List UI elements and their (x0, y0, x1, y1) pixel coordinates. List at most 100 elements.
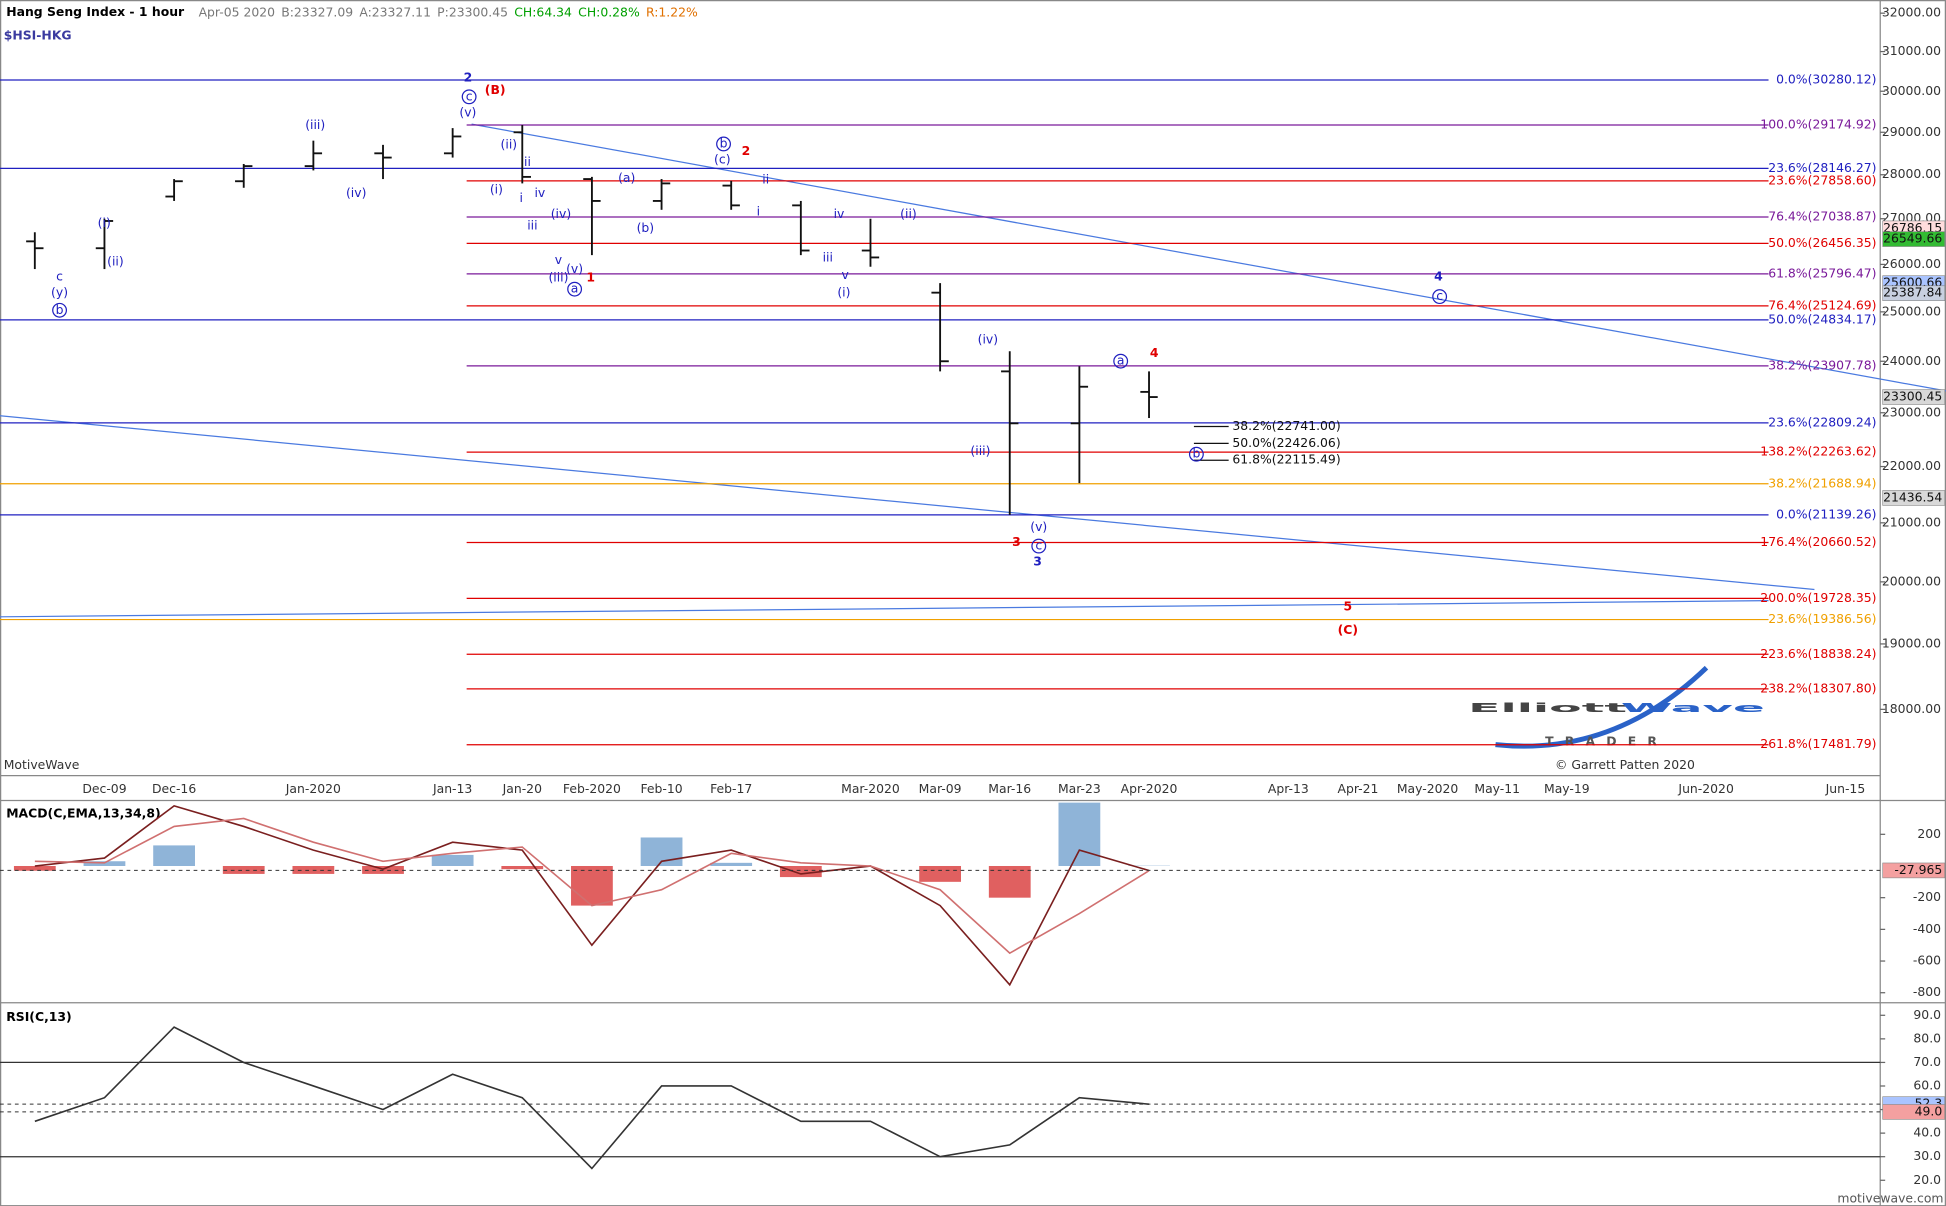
fib-label: 200.0%(19728.35) (1760, 590, 1876, 605)
x-tick-label: Mar-2020 (841, 781, 900, 796)
wave-label: c (56, 268, 63, 283)
quote-item: R:1.22% (646, 4, 698, 19)
wave-label: (v) (1030, 519, 1047, 534)
wave-label: 1 (586, 269, 595, 284)
x-tick-label: Jan-20 (502, 781, 542, 796)
pane-title: MACD(C,EMA,13,34,8) (6, 806, 160, 821)
fib-label: 23.6%(19386.56) (1768, 611, 1876, 626)
y-tick-label: 28000.00 (1882, 166, 1941, 181)
x-tick-label: May-11 (1474, 781, 1520, 796)
histogram-bar (988, 865, 1031, 898)
value-box (1882, 862, 1946, 879)
wave-label: (y) (51, 284, 68, 299)
quote-item: CH:64.34 (514, 4, 572, 19)
value-box (1882, 231, 1946, 247)
y-tick-label: 26000.00 (1882, 256, 1941, 271)
wave-label: (iii) (970, 443, 990, 458)
wave-circle (52, 302, 68, 318)
y-tick-label: -200 (1913, 889, 1941, 904)
fib-label: 76.4%(27038.87) (1768, 208, 1876, 223)
wave-label: c (1436, 288, 1443, 303)
logo: Elliott (1468, 700, 1627, 715)
symbol: $HSI-HKG (4, 27, 72, 42)
wave-circle (1113, 353, 1129, 369)
y-tick-label: 40.0 (1913, 1125, 1941, 1140)
histogram-bar (1058, 802, 1101, 866)
retracement-label: 61.8%(22115.49) (1232, 452, 1340, 467)
logo: Wave (1621, 700, 1765, 715)
y-tick-label: 30000.00 (1882, 83, 1941, 98)
fib-label: 223.6%(18838.24) (1760, 646, 1876, 661)
wave-label: (iv) (978, 332, 998, 347)
y-tick-label: 25000.00 (1882, 303, 1941, 318)
wave-label: 2 (464, 70, 473, 85)
series-line (34, 804, 1150, 987)
x-tick-label: Feb-10 (640, 781, 682, 796)
fib-label: 50.0%(24834.17) (1768, 311, 1876, 326)
y-tick-label: 24000.00 (1882, 353, 1941, 368)
wave-label: (ii) (501, 137, 518, 152)
wave-label: iv (534, 185, 545, 200)
wave-circle (567, 281, 583, 297)
logo: TRADER (1545, 734, 1668, 749)
wave-label: c (1035, 538, 1042, 553)
quote-item: B:23327.09 (281, 4, 353, 19)
series-line (34, 817, 1150, 955)
histogram-bar (13, 865, 56, 871)
x-tick-label: May-19 (1544, 781, 1590, 796)
y-tick-label: 20000.00 (1882, 573, 1941, 588)
value-box-label: 49.0 (1915, 1103, 1943, 1118)
value-box (1882, 389, 1946, 405)
wave-label: v (555, 252, 562, 267)
wave-label: (iii) (548, 269, 568, 284)
trendline (0, 415, 1815, 591)
wave-label: iii (527, 217, 537, 232)
retracement-label: 50.0%(22426.06) (1232, 435, 1340, 450)
y-tick-label: -400 (1913, 921, 1941, 936)
x-tick-label: Jan-13 (432, 781, 472, 796)
wave-label: (a) (618, 170, 635, 185)
fib-label: 176.4%(20660.52) (1760, 534, 1876, 549)
x-tick-label: Feb-2020 (563, 781, 621, 796)
quote-item: A:23327.11 (359, 4, 431, 19)
series-line (34, 1026, 1150, 1170)
x-tick-label: Dec-09 (82, 781, 126, 796)
value-box-label: -27.965 (1894, 862, 1942, 877)
wave-label: (i) (98, 215, 111, 230)
wave-label: b (1192, 446, 1200, 461)
x-tick-label: Jun-2020 (1677, 781, 1734, 796)
x-tick-label: Mar-23 (1058, 781, 1101, 796)
y-tick-label: 90.0 (1913, 1007, 1941, 1022)
value-box-label: 26786.15 (1883, 220, 1942, 235)
copyright: © Garrett Patten 2020 (1555, 757, 1695, 772)
wave-label: (v) (566, 261, 583, 276)
histogram-bar (153, 845, 195, 866)
value-box (1882, 1104, 1946, 1120)
wave-label: (c) (714, 152, 731, 167)
wave-label: b (720, 135, 728, 150)
histogram-bar (501, 865, 544, 870)
x-tick-label: Apr-2020 (1121, 781, 1178, 796)
y-tick-label: 80.0 (1913, 1030, 1941, 1045)
wave-label: a (571, 281, 579, 296)
fib-label: 38.2%(21688.94) (1768, 475, 1876, 490)
y-tick-label: 19000.00 (1882, 635, 1941, 650)
y-tick-label: 200 (1917, 826, 1941, 841)
y-tick-label: 18000.00 (1882, 701, 1941, 716)
wave-label: (v) (459, 104, 476, 119)
x-tick-label: Dec-16 (152, 781, 196, 796)
wave-label: i (520, 190, 523, 205)
value-box-label: 26549.66 (1883, 231, 1942, 246)
wave-label: (iv) (346, 185, 366, 200)
fib-label: 50.0%(26456.35) (1768, 235, 1876, 250)
wave-label: 3 (1033, 554, 1042, 569)
fib-label: 0.0%(30280.12) (1776, 72, 1876, 87)
histogram-bar (571, 865, 613, 906)
wave-label: (i) (490, 181, 503, 196)
y-tick-label: 21000.00 (1882, 514, 1941, 529)
x-tick-label: Jan-2020 (285, 781, 341, 796)
wave-label: (iv) (551, 206, 571, 221)
